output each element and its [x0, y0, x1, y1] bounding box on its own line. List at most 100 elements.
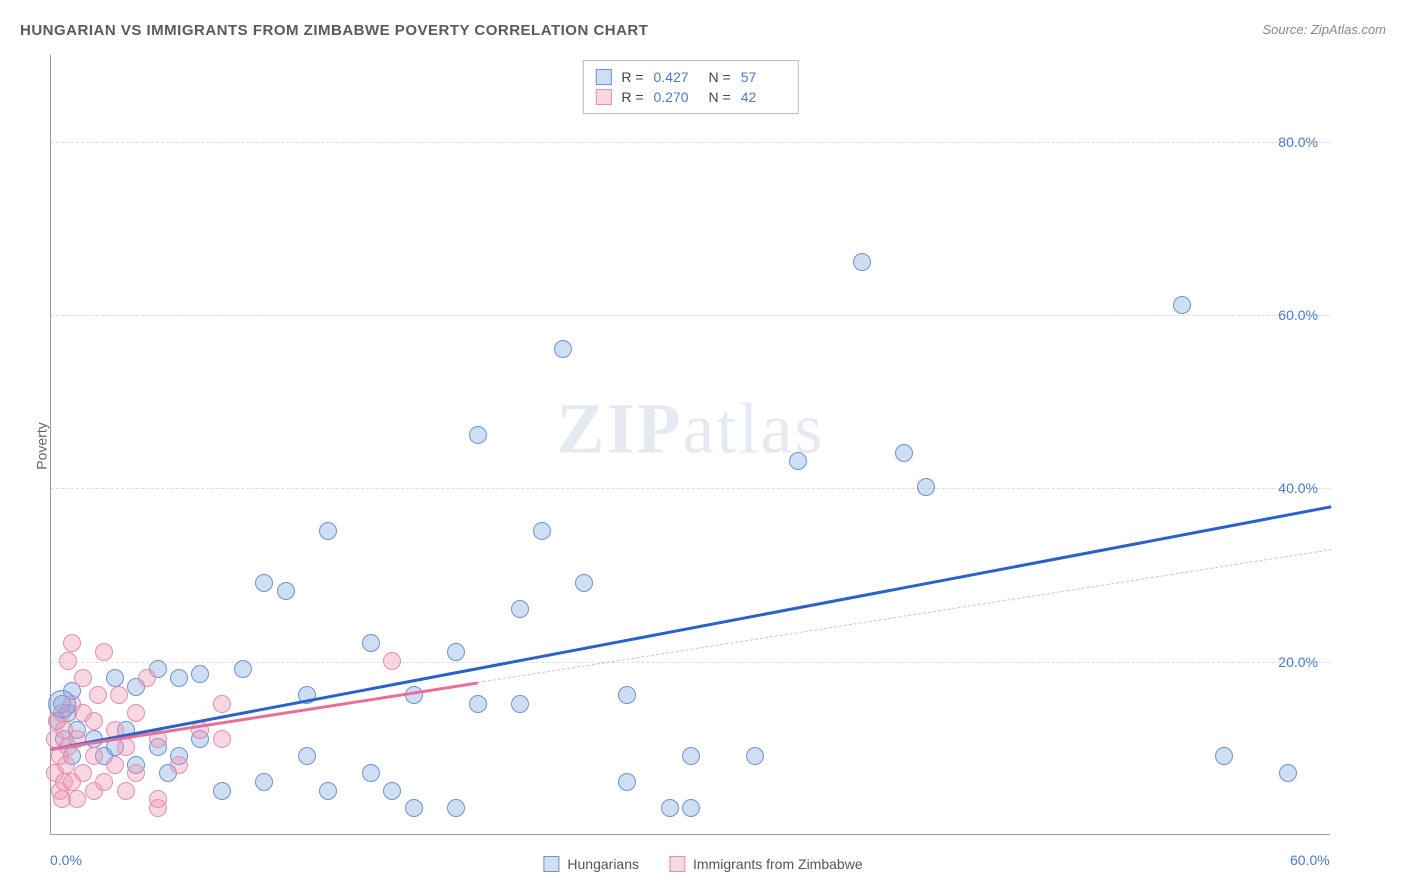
point-hungarians	[447, 799, 465, 817]
plot-area: ZIPatlas R = 0.427 N = 57 R = 0.270 N = …	[50, 55, 1330, 835]
point-zimbabwe	[213, 695, 231, 713]
point-hungarians	[405, 686, 423, 704]
legend-item-1: Hungarians	[543, 856, 639, 872]
point-zimbabwe	[110, 686, 128, 704]
point-hungarians	[661, 799, 679, 817]
point-zimbabwe	[57, 756, 75, 774]
legend-swatch-2	[669, 856, 685, 872]
point-hungarians	[533, 522, 551, 540]
point-hungarians	[1279, 764, 1297, 782]
point-hungarians	[618, 773, 636, 791]
y-tick-label: 40.0%	[1278, 480, 1318, 496]
stats-row-2: R = 0.270 N = 42	[595, 87, 785, 107]
point-zimbabwe	[127, 764, 145, 782]
chart-container: HUNGARIAN VS IMMIGRANTS FROM ZIMBABWE PO…	[0, 0, 1406, 892]
n-value-1: 57	[741, 69, 786, 85]
trend-line	[51, 506, 1331, 751]
point-hungarians	[1173, 296, 1191, 314]
point-hungarians	[511, 600, 529, 618]
point-zimbabwe	[74, 669, 92, 687]
legend-label-2: Immigrants from Zimbabwe	[693, 856, 863, 872]
point-zimbabwe	[95, 643, 113, 661]
point-hungarians	[106, 669, 124, 687]
watermark-bold: ZIP	[557, 388, 683, 468]
stats-row-1: R = 0.427 N = 57	[595, 67, 785, 87]
r-label-1: R =	[621, 69, 643, 85]
point-zimbabwe	[68, 790, 86, 808]
point-hungarians	[575, 574, 593, 592]
point-hungarians	[362, 634, 380, 652]
r-value-2: 0.270	[654, 89, 699, 105]
point-hungarians	[1215, 747, 1233, 765]
point-hungarians	[170, 669, 188, 687]
point-hungarians	[682, 799, 700, 817]
stats-legend: R = 0.427 N = 57 R = 0.270 N = 42	[582, 60, 798, 114]
chart-title: HUNGARIAN VS IMMIGRANTS FROM ZIMBABWE PO…	[20, 22, 648, 39]
point-hungarians	[298, 747, 316, 765]
point-zimbabwe	[106, 756, 124, 774]
point-zimbabwe	[138, 669, 156, 687]
point-zimbabwe	[63, 634, 81, 652]
point-zimbabwe	[117, 782, 135, 800]
point-hungarians	[319, 522, 337, 540]
y-tick-label: 20.0%	[1278, 654, 1318, 670]
trend-line	[478, 549, 1331, 683]
point-zimbabwe	[89, 686, 107, 704]
point-hungarians-large	[48, 690, 76, 718]
point-hungarians	[917, 478, 935, 496]
point-hungarians	[895, 444, 913, 462]
point-hungarians	[362, 764, 380, 782]
x-tick-0: 0.0%	[50, 852, 82, 868]
point-hungarians	[682, 747, 700, 765]
point-zimbabwe	[149, 799, 167, 817]
point-hungarians	[554, 340, 572, 358]
point-hungarians	[511, 695, 529, 713]
point-hungarians	[255, 773, 273, 791]
point-zimbabwe	[59, 652, 77, 670]
point-hungarians	[383, 782, 401, 800]
point-hungarians	[746, 747, 764, 765]
y-axis-label: Poverty	[34, 422, 50, 469]
gridline	[51, 315, 1330, 316]
point-hungarians	[234, 660, 252, 678]
y-tick-label: 60.0%	[1278, 307, 1318, 323]
point-hungarians	[789, 452, 807, 470]
point-zimbabwe	[127, 704, 145, 722]
swatch-series2	[595, 89, 611, 105]
point-hungarians	[213, 782, 231, 800]
point-zimbabwe	[74, 764, 92, 782]
bottom-legend: Hungarians Immigrants from Zimbabwe	[543, 856, 862, 872]
legend-swatch-1	[543, 856, 559, 872]
n-label-1: N =	[709, 69, 731, 85]
point-hungarians	[255, 574, 273, 592]
point-zimbabwe	[170, 756, 188, 774]
point-hungarians	[447, 643, 465, 661]
point-hungarians	[469, 695, 487, 713]
source-label: Source: ZipAtlas.com	[1262, 22, 1386, 37]
watermark: ZIPatlas	[557, 387, 825, 470]
point-zimbabwe	[117, 738, 135, 756]
swatch-series1	[595, 69, 611, 85]
point-zimbabwe	[383, 652, 401, 670]
point-hungarians	[277, 582, 295, 600]
point-zimbabwe	[85, 747, 103, 765]
r-value-1: 0.427	[654, 69, 699, 85]
x-tick-1: 60.0%	[1290, 852, 1330, 868]
point-zimbabwe	[85, 712, 103, 730]
point-hungarians	[405, 799, 423, 817]
gridline	[51, 488, 1330, 489]
legend-label-1: Hungarians	[567, 856, 639, 872]
point-zimbabwe	[213, 730, 231, 748]
n-label-2: N =	[709, 89, 731, 105]
point-zimbabwe	[95, 773, 113, 791]
point-hungarians	[853, 253, 871, 271]
point-hungarians	[191, 665, 209, 683]
gridline	[51, 142, 1330, 143]
point-hungarians	[469, 426, 487, 444]
y-tick-label: 80.0%	[1278, 134, 1318, 150]
n-value-2: 42	[741, 89, 786, 105]
point-hungarians	[319, 782, 337, 800]
legend-item-2: Immigrants from Zimbabwe	[669, 856, 863, 872]
r-label-2: R =	[621, 89, 643, 105]
point-hungarians	[618, 686, 636, 704]
